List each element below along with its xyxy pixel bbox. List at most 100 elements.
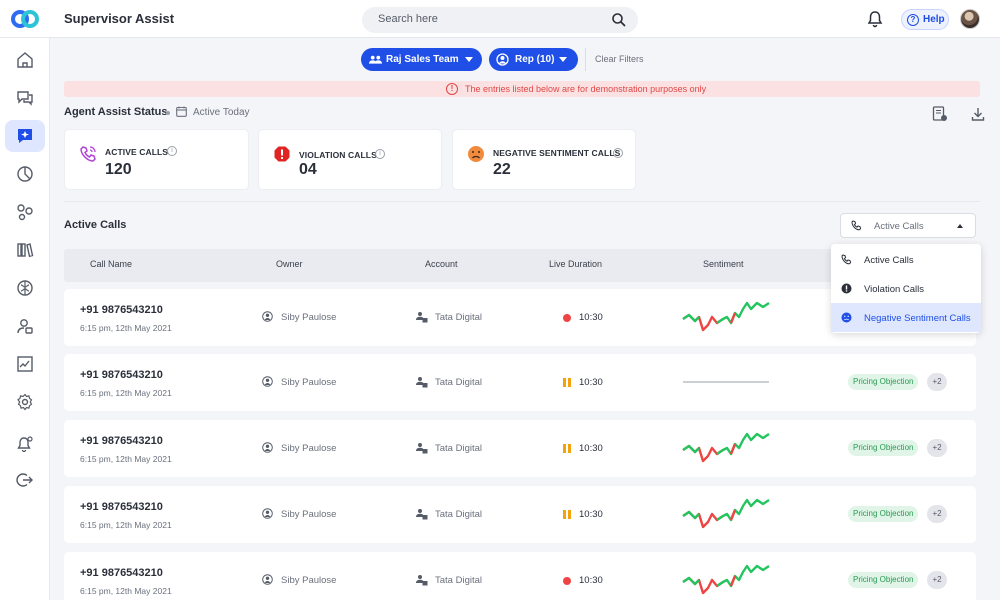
notification-bell-icon[interactable] — [866, 10, 884, 28]
sidebar-item-team[interactable] — [5, 310, 45, 342]
sidebar-item-logout[interactable] — [5, 464, 45, 496]
more-tags-badge[interactable]: +2 — [927, 571, 947, 589]
table-row[interactable]: +91 9876543210 6:15 pm, 12th May 2021 Siby… — [64, 354, 976, 411]
menu-item-negative-sentiment[interactable]: Negative Sentiment Calls — [831, 303, 981, 332]
more-tags-badge[interactable]: +2 — [927, 373, 947, 391]
more-tags-badge[interactable]: +2 — [927, 439, 947, 457]
table-row[interactable]: +91 9876543210 6:15 pm, 12th May 2021 Siby… — [64, 289, 976, 346]
sidebar-item-reports[interactable] — [5, 348, 45, 380]
call-timestamp: 6:15 pm, 12th May 2021 — [80, 454, 172, 464]
tag-badge[interactable]: Pricing Objection — [848, 506, 919, 522]
users-icon — [17, 319, 33, 334]
calls-filter-dropdown[interactable]: Active Calls — [840, 213, 976, 238]
more-tags-badge[interactable]: +2 — [927, 505, 947, 523]
call-owner: Siby Paulose — [281, 312, 337, 323]
help-button[interactable]: ? Help — [901, 9, 949, 30]
call-account: Tata Digital — [435, 443, 482, 454]
app-title: Supervisor Assist — [64, 11, 175, 26]
sidebar-item-analytics[interactable] — [5, 158, 45, 190]
sentiment-graph — [682, 564, 770, 595]
separator-dot — [166, 111, 170, 115]
sidebar — [0, 38, 50, 600]
live-duration: 10:30 — [579, 509, 603, 520]
live-duration: 10:30 — [579, 575, 603, 586]
violation-alert-icon — [841, 283, 852, 294]
call-phone-number[interactable]: +91 9876543210 — [80, 435, 163, 447]
report-icon[interactable] — [932, 106, 948, 122]
live-duration: 10:30 — [579, 443, 603, 454]
chat-icon — [17, 91, 33, 106]
download-icon[interactable] — [970, 106, 986, 122]
stat-card-negative-sentiment[interactable]: NEGATIVE SENTIMENT CALLS i 22 — [452, 129, 636, 190]
calls-filter-menu: Active Calls Violation Calls Negative Se… — [831, 244, 981, 333]
table-row[interactable]: +91 9876543210 6:15 pm, 12th May 2021 Siby… — [64, 486, 976, 543]
table-row[interactable]: +91 9876543210 6:15 pm, 12th May 2021 Siby… — [64, 552, 976, 600]
tag-badge[interactable]: Pricing Objection — [848, 374, 919, 390]
sidebar-item-conversations[interactable] — [5, 82, 45, 114]
menu-item-active-calls[interactable]: Active Calls — [831, 245, 981, 274]
rep-filter-label: Rep (10) — [515, 54, 555, 65]
stat-card-violation-calls[interactable]: VIOLATION CALLS i 04 — [258, 129, 442, 190]
sidebar-item-library[interactable] — [5, 234, 45, 266]
period-label: Active Today — [193, 107, 250, 118]
violation-alert-icon — [274, 146, 290, 162]
tag-badge[interactable]: Pricing Objection — [848, 440, 919, 456]
account-icon — [416, 443, 428, 454]
phone-call-icon — [80, 146, 96, 162]
tag-badge[interactable]: Pricing Objection — [848, 572, 919, 588]
account-icon — [416, 575, 428, 586]
menu-item-label: Negative Sentiment Calls — [864, 313, 971, 324]
chevron-down-icon — [465, 57, 473, 62]
call-timestamp: 6:15 pm, 12th May 2021 — [80, 388, 172, 398]
phone-call-icon — [851, 220, 862, 231]
info-icon[interactable]: i — [375, 149, 385, 159]
column-header: Owner — [276, 259, 303, 269]
network-icon — [17, 204, 33, 221]
stat-card-active-calls[interactable]: ACTIVE CALLS i 120 — [64, 129, 249, 190]
top-bar: Supervisor Assist Search here ? Help — [0, 0, 1000, 38]
app-logo[interactable] — [10, 9, 40, 29]
stat-value: 22 — [493, 161, 511, 178]
call-phone-number[interactable]: +91 9876543210 — [80, 567, 163, 579]
avatar[interactable] — [960, 9, 980, 29]
rep-icon — [496, 53, 509, 66]
section-divider — [64, 201, 980, 202]
search-icon[interactable] — [611, 12, 627, 28]
call-owner: Siby Paulose — [281, 509, 337, 520]
sidebar-item-notification-settings[interactable] — [5, 428, 45, 460]
call-owner: Siby Paulose — [281, 575, 337, 586]
menu-item-violation-calls[interactable]: Violation Calls — [831, 274, 981, 303]
info-alert-icon: ! — [446, 83, 458, 95]
user-icon — [262, 574, 273, 585]
chevron-down-icon — [559, 57, 567, 62]
home-icon — [17, 52, 33, 68]
notification-settings-icon — [17, 436, 33, 453]
menu-item-label: Active Calls — [864, 255, 914, 266]
call-owner: Siby Paulose — [281, 377, 337, 388]
live-recording-icon — [563, 314, 571, 322]
sidebar-item-network[interactable] — [5, 196, 45, 228]
call-phone-number[interactable]: +91 9876543210 — [80, 304, 163, 316]
column-header: Sentiment — [703, 259, 744, 269]
sidebar-item-home[interactable] — [5, 44, 45, 76]
team-filter-button[interactable]: Raj Sales Team — [361, 48, 482, 71]
logout-icon — [16, 473, 33, 487]
sad-face-icon — [468, 146, 484, 162]
info-icon[interactable]: i — [167, 146, 177, 156]
search-input[interactable]: Search here — [362, 7, 638, 33]
info-icon[interactable]: i — [613, 148, 623, 158]
sentiment-graph — [682, 498, 770, 529]
call-phone-number[interactable]: +91 9876543210 — [80, 501, 163, 513]
table-row[interactable]: +91 9876543210 6:15 pm, 12th May 2021 Siby… — [64, 420, 976, 477]
sidebar-item-settings[interactable] — [5, 386, 45, 418]
clear-filters-link[interactable]: Clear Filters — [595, 54, 644, 64]
sidebar-item-intelligence[interactable] — [5, 272, 45, 304]
call-phone-number[interactable]: +91 9876543210 — [80, 369, 163, 381]
account-icon — [416, 312, 428, 323]
rep-filter-button[interactable]: Rep (10) — [489, 48, 578, 71]
pause-icon — [563, 378, 571, 387]
account-icon — [416, 377, 428, 388]
column-header: Call Name — [90, 259, 133, 269]
active-calls-title: Active Calls — [64, 219, 127, 231]
sidebar-item-agent-assist[interactable] — [5, 120, 45, 152]
